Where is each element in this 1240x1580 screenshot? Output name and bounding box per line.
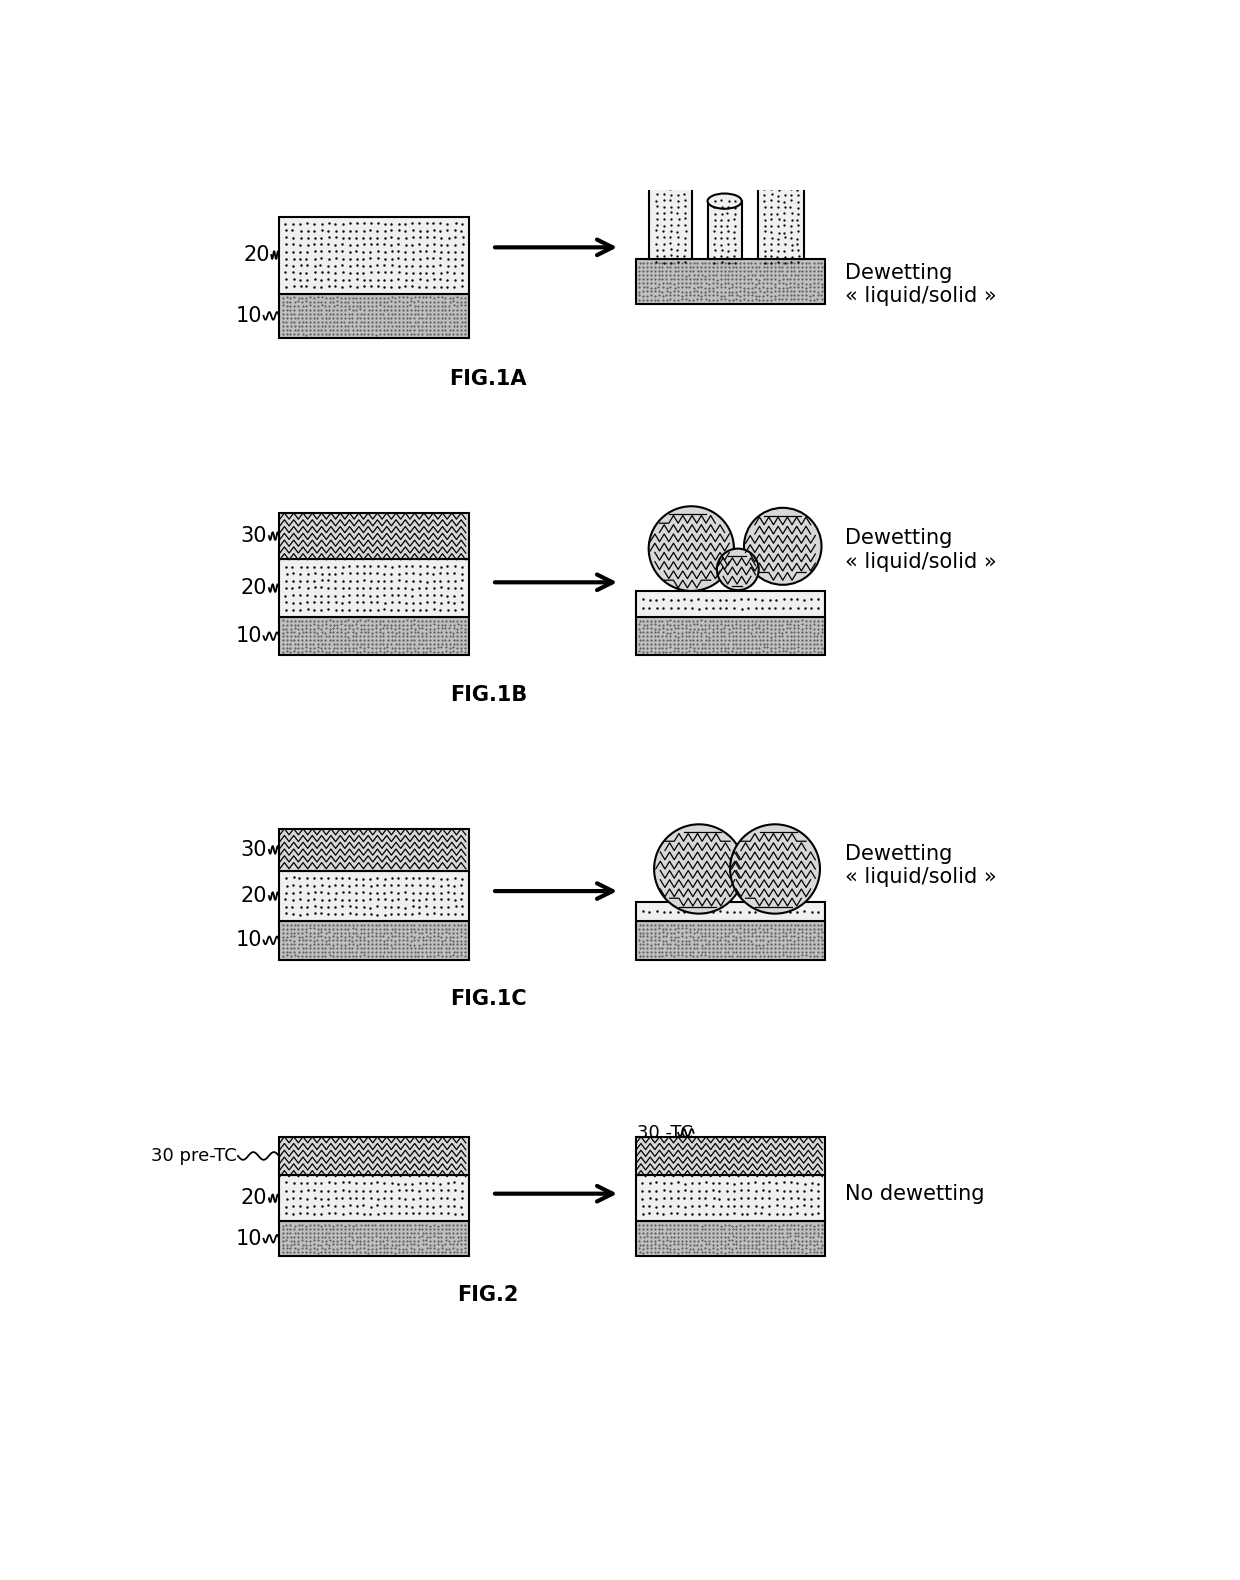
Bar [635, 1176, 826, 1221]
Text: FIG.1B: FIG.1B [450, 684, 527, 705]
Ellipse shape [708, 193, 742, 209]
Bar [279, 294, 469, 338]
Text: 20: 20 [241, 578, 268, 599]
Circle shape [655, 825, 744, 913]
Text: 10: 10 [236, 931, 262, 950]
Bar [635, 259, 826, 303]
Text: 30: 30 [241, 841, 268, 860]
Circle shape [730, 825, 820, 913]
Text: FIG.2: FIG.2 [458, 1285, 518, 1305]
Ellipse shape [758, 160, 805, 180]
Bar [758, 171, 805, 259]
Text: 30 pre-TC: 30 pre-TC [150, 1147, 237, 1164]
Bar [635, 902, 826, 921]
Bar [279, 1176, 469, 1221]
Text: FIG.1A: FIG.1A [449, 370, 527, 389]
Circle shape [649, 506, 734, 591]
Bar [279, 216, 469, 294]
Text: 10: 10 [236, 307, 262, 325]
Bar [279, 921, 469, 959]
Circle shape [717, 548, 759, 591]
Bar [279, 1221, 469, 1256]
Text: 20: 20 [241, 886, 268, 905]
Text: FIG.1C: FIG.1C [450, 989, 527, 1010]
Text: Dewetting
« liquid/solid »: Dewetting « liquid/solid » [844, 262, 997, 307]
Bar [279, 616, 469, 656]
Bar [279, 514, 469, 559]
Text: 30: 30 [241, 526, 268, 547]
Bar [708, 201, 742, 259]
Bar [635, 921, 826, 959]
Text: 30 -TC: 30 -TC [637, 1123, 693, 1142]
Bar [650, 152, 692, 259]
Text: Dewetting
« liquid/solid »: Dewetting « liquid/solid » [844, 844, 997, 888]
Text: No dewetting: No dewetting [844, 1183, 985, 1204]
Text: 10: 10 [236, 1229, 262, 1248]
Bar [635, 1221, 826, 1256]
Bar [279, 559, 469, 616]
Bar [279, 871, 469, 921]
Bar [279, 828, 469, 871]
Text: 20: 20 [241, 1188, 268, 1209]
Bar [635, 616, 826, 656]
Bar [635, 1136, 826, 1176]
Ellipse shape [650, 142, 692, 161]
Text: 20: 20 [243, 245, 270, 265]
Circle shape [744, 507, 821, 585]
Bar [635, 591, 826, 616]
Text: 10: 10 [236, 626, 262, 646]
Text: Dewetting
« liquid/solid »: Dewetting « liquid/solid » [844, 528, 997, 572]
Bar [279, 1136, 469, 1176]
